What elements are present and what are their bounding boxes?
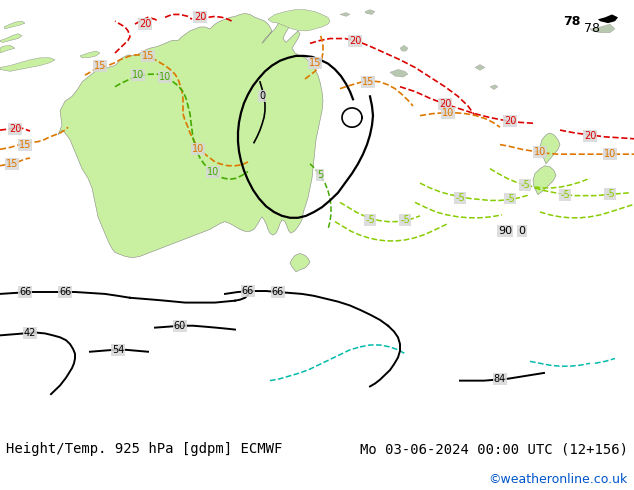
Text: 20: 20 [504, 117, 516, 126]
Text: ©weatheronline.co.uk: ©weatheronline.co.uk [488, 473, 628, 487]
Text: 20: 20 [9, 124, 21, 134]
Text: Height/Temp. 925 hPa [gdpm] ECMWF: Height/Temp. 925 hPa [gdpm] ECMWF [6, 442, 283, 456]
Polygon shape [80, 51, 100, 58]
Text: 10: 10 [192, 145, 204, 154]
Text: 10: 10 [207, 167, 219, 176]
Polygon shape [0, 45, 15, 53]
Polygon shape [4, 21, 25, 29]
Text: Mo 03-06-2024 00:00 UTC (12+156): Mo 03-06-2024 00:00 UTC (12+156) [359, 442, 628, 456]
Polygon shape [0, 58, 55, 72]
Text: 20: 20 [439, 99, 451, 109]
Text: 66: 66 [59, 287, 71, 297]
Text: -5: -5 [605, 189, 615, 199]
Text: 20: 20 [139, 19, 151, 29]
Text: 54: 54 [112, 345, 124, 355]
Text: 20: 20 [194, 12, 206, 23]
Text: -5: -5 [505, 194, 515, 203]
Polygon shape [58, 14, 323, 257]
Text: 15: 15 [6, 159, 18, 169]
Text: 20: 20 [349, 36, 361, 47]
Text: -5: -5 [365, 215, 375, 225]
Polygon shape [0, 34, 22, 43]
Text: 10: 10 [159, 72, 171, 82]
Text: 10: 10 [442, 108, 454, 118]
Text: 66: 66 [19, 287, 31, 297]
Text: 15: 15 [309, 58, 321, 68]
Text: 84: 84 [494, 374, 506, 384]
Text: 0: 0 [259, 91, 265, 101]
Text: 10: 10 [534, 147, 546, 157]
Polygon shape [598, 14, 618, 23]
Text: 15: 15 [19, 140, 31, 149]
Text: 10: 10 [604, 149, 616, 159]
Text: 20: 20 [584, 131, 596, 141]
Text: 60: 60 [174, 321, 186, 331]
Text: 90: 90 [498, 226, 512, 236]
Text: 15: 15 [142, 51, 154, 61]
Text: 15: 15 [362, 77, 374, 87]
Polygon shape [340, 13, 350, 16]
Text: -5: -5 [560, 190, 570, 199]
Text: 0: 0 [519, 226, 526, 236]
Polygon shape [390, 70, 408, 77]
Text: 78: 78 [584, 23, 600, 35]
Polygon shape [290, 253, 310, 272]
Text: -5: -5 [520, 180, 530, 190]
Polygon shape [590, 24, 615, 33]
Polygon shape [540, 133, 560, 164]
Text: -5: -5 [400, 215, 410, 225]
Text: 15: 15 [94, 61, 106, 71]
Polygon shape [533, 166, 556, 195]
Text: -5: -5 [455, 193, 465, 202]
Polygon shape [268, 10, 330, 31]
Polygon shape [490, 85, 498, 90]
Polygon shape [400, 45, 408, 51]
Text: 42: 42 [24, 328, 36, 339]
Text: 78: 78 [564, 15, 581, 28]
Polygon shape [365, 10, 375, 14]
Text: 66: 66 [272, 287, 284, 297]
Text: 5: 5 [317, 171, 323, 180]
Text: 66: 66 [242, 286, 254, 296]
Polygon shape [475, 65, 485, 71]
Text: 10: 10 [132, 70, 144, 80]
